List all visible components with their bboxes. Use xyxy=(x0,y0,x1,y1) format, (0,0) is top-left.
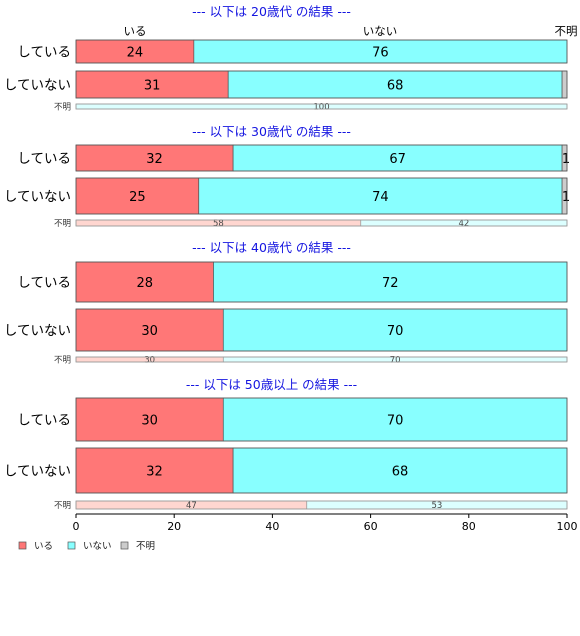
row-label: 不明 xyxy=(54,356,71,366)
data-label: 58 xyxy=(213,219,224,229)
bar-segment xyxy=(75,308,224,352)
row-label: している xyxy=(17,151,71,167)
bar-segment xyxy=(213,261,568,303)
bar-frame xyxy=(75,356,568,363)
row-label: している xyxy=(17,275,71,291)
bar-segment xyxy=(232,447,568,494)
data-label: 70 xyxy=(390,356,401,366)
data-label: 72 xyxy=(382,276,399,291)
top-category-label: いない xyxy=(363,24,398,38)
row-label: 不明 xyxy=(54,103,71,113)
legend-swatch xyxy=(120,541,129,550)
data-label: 30 xyxy=(141,414,158,429)
bar-frame xyxy=(75,308,568,352)
data-label: 1 xyxy=(562,190,570,205)
data-label: 70 xyxy=(387,414,404,429)
x-tick-label: 100 xyxy=(557,520,578,533)
data-label: 70 xyxy=(387,324,404,339)
bar-frame xyxy=(75,70,568,99)
row-label: していない xyxy=(4,323,71,339)
bar-segment xyxy=(198,177,563,215)
bar-frame xyxy=(75,144,568,172)
data-label: 47 xyxy=(186,501,197,511)
legend-swatch xyxy=(67,541,76,550)
legend-label: 不明 xyxy=(136,541,155,552)
panel-title: --- 以下は 20歳代 の結果 --- xyxy=(192,4,351,19)
x-tick-label: 0 xyxy=(73,520,80,533)
panel-title: --- 以下は 50歳以上 の結果 --- xyxy=(186,377,357,392)
top-category-label: 不明 xyxy=(555,24,578,38)
bar-segment xyxy=(75,397,224,442)
bar-frame xyxy=(75,177,568,215)
legend-label: いる xyxy=(34,541,53,552)
data-label: 32 xyxy=(146,152,163,167)
data-label: 28 xyxy=(136,276,153,291)
x-tick-label: 80 xyxy=(462,520,476,533)
x-tick-label: 40 xyxy=(265,520,279,533)
data-label: 100 xyxy=(313,103,329,113)
bar-frame xyxy=(75,261,568,303)
x-tick-label: 60 xyxy=(364,520,378,533)
data-label: 53 xyxy=(431,501,442,511)
data-label: 30 xyxy=(141,324,158,339)
panel-title: --- 以下は 30歳代 の結果 --- xyxy=(192,124,351,139)
bar-frame xyxy=(75,103,568,110)
data-label: 74 xyxy=(372,190,389,205)
bar-frame xyxy=(75,219,568,227)
data-label: 24 xyxy=(127,46,144,61)
data-label: 42 xyxy=(458,219,469,229)
data-label: 30 xyxy=(144,356,155,366)
data-label: 76 xyxy=(372,46,389,61)
data-label: 25 xyxy=(129,190,146,205)
row-label: していない xyxy=(4,189,71,205)
row-label: 不明 xyxy=(54,219,71,229)
x-tick-label: 20 xyxy=(167,520,181,533)
bar-frame xyxy=(75,500,568,510)
legend-swatch xyxy=(18,541,27,550)
row-label: している xyxy=(17,413,71,429)
data-label: 68 xyxy=(392,465,409,480)
bar-frame xyxy=(75,39,568,64)
panel-title: --- 以下は 40歳代 の結果 --- xyxy=(192,240,351,255)
data-label: 67 xyxy=(389,152,406,167)
top-category-label: いる xyxy=(124,24,147,38)
data-label: 32 xyxy=(146,465,163,480)
bar-segment xyxy=(561,70,568,99)
bar-segment xyxy=(75,261,214,303)
data-label: 1 xyxy=(562,152,570,167)
row-label: している xyxy=(17,45,71,61)
row-label: 不明 xyxy=(54,501,71,511)
row-label: していない xyxy=(4,464,71,480)
data-label: 68 xyxy=(387,79,404,94)
bar-frame xyxy=(75,447,568,494)
row-label: していない xyxy=(4,78,71,94)
bar-segment xyxy=(222,308,568,352)
bar-segment xyxy=(222,397,568,442)
bar-frame xyxy=(75,397,568,442)
data-label: 31 xyxy=(144,79,161,94)
bar-segment xyxy=(227,70,563,99)
legend-label: いない xyxy=(83,541,112,552)
